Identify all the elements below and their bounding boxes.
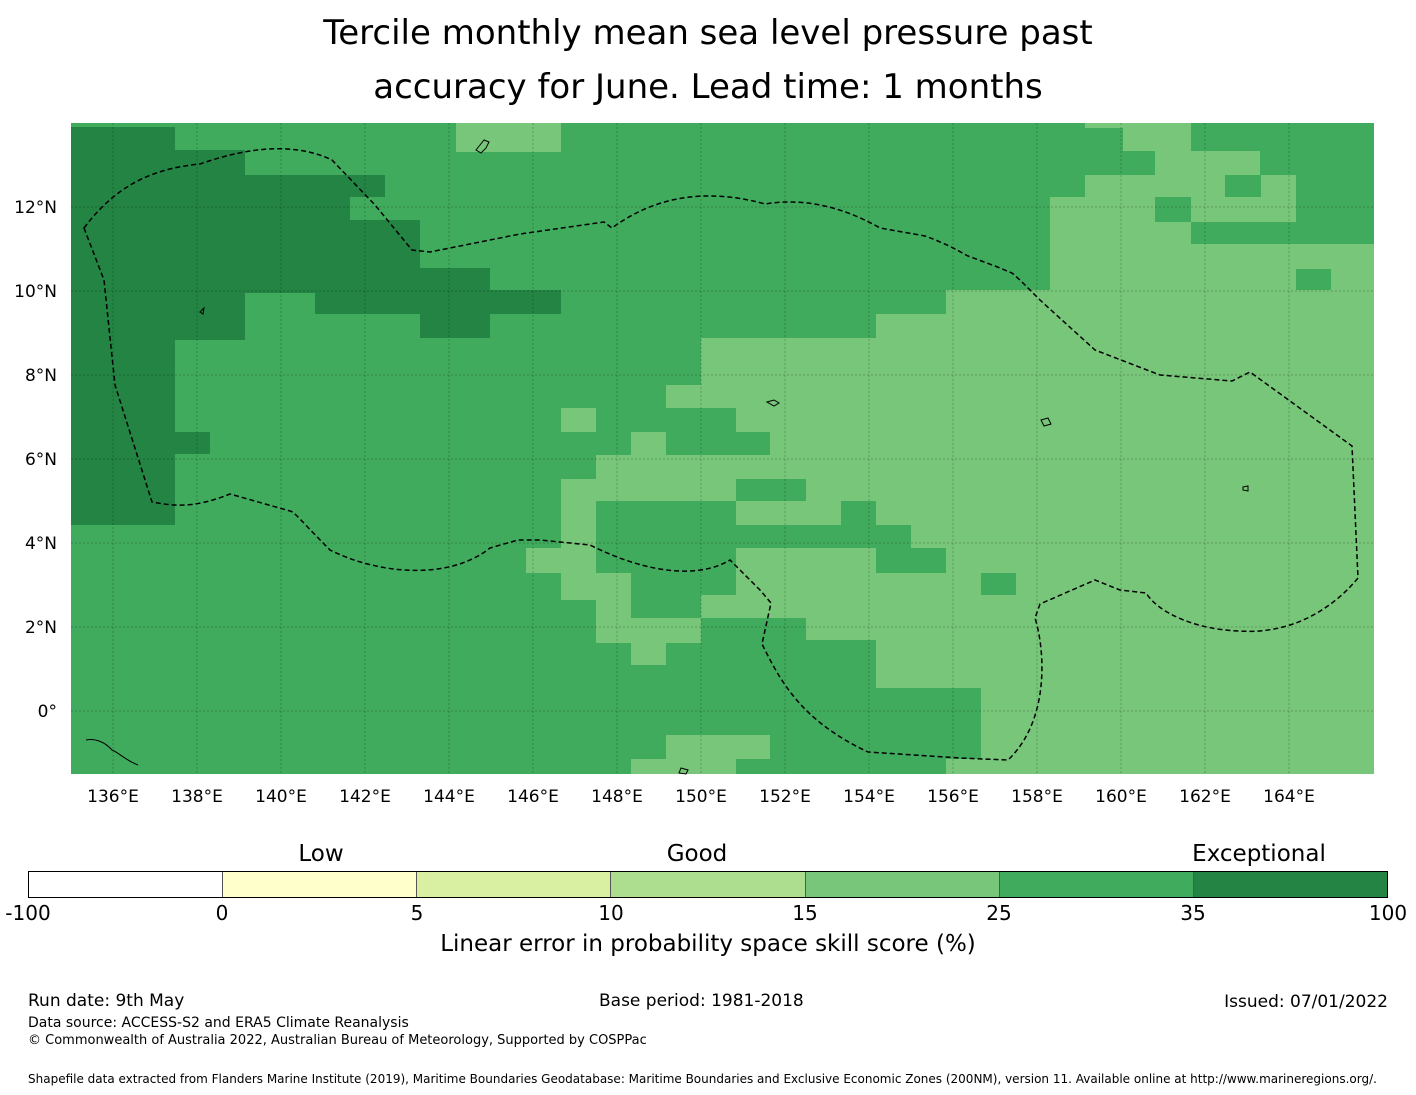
- colorbar-tick: 25: [986, 901, 1012, 925]
- lon-tick: 146°E: [507, 787, 559, 807]
- colorbar-tick: 0: [215, 901, 229, 925]
- colorbar-segment: [999, 872, 1194, 897]
- lat-tick: 0°: [38, 702, 57, 722]
- colorbar-tick: 15: [792, 901, 818, 925]
- region-highest-skill: [71, 127, 561, 525]
- region-moderate-skill: [456, 123, 1374, 774]
- island-papua-coast: [85, 739, 139, 766]
- lon-tick: 144°E: [423, 787, 475, 807]
- colorbar-word-good: Good: [666, 841, 728, 867]
- island-guam: [475, 139, 490, 154]
- colorbar-tick: 10: [598, 901, 624, 925]
- base-period: Base period: 1981-2018: [599, 991, 804, 1011]
- lon-tick: 140°E: [255, 787, 307, 807]
- title-line-1: Tercile monthly mean sea level pressure …: [323, 13, 1093, 53]
- colorbar-segment: [611, 872, 806, 897]
- region-skill-patches: [596, 479, 1016, 759]
- lon-tick: 148°E: [591, 787, 643, 807]
- island-kosrae: [1242, 485, 1249, 492]
- island-outlines: [85, 139, 1249, 775]
- lon-tick: 156°E: [927, 787, 979, 807]
- lon-tick: 138°E: [171, 787, 223, 807]
- island-yap: [199, 306, 205, 315]
- data-source: Data source: ACCESS-S2 and ERA5 Climate …: [28, 1015, 409, 1031]
- lat-tick-labels: 12°N 10°N 8°N 6°N 4°N 2°N 0°: [14, 198, 57, 722]
- lat-tick: 4°N: [25, 534, 57, 554]
- colorbar-tick: 5: [410, 901, 424, 925]
- lon-tick: 150°E: [675, 787, 727, 807]
- run-date: Run date: 9th May: [28, 991, 185, 1011]
- lon-tick: 160°E: [1095, 787, 1147, 807]
- island-atoll-south: [678, 767, 689, 775]
- issued-date: Issued: 07/01/2022: [1224, 992, 1388, 1012]
- colorbar-segment: [223, 872, 418, 897]
- skill-score-map: 136°E 138°E 140°E 142°E 144°E 146°E 148°…: [14, 123, 1374, 807]
- lon-tick: 164°E: [1263, 787, 1315, 807]
- island-pohnpei: [1040, 417, 1052, 427]
- colorbar-segment: [805, 872, 1000, 897]
- lat-tick: 10°N: [14, 282, 57, 302]
- map-title: Tercile monthly mean sea level pressure …: [0, 6, 1416, 114]
- colorbar-word-low: Low: [298, 841, 344, 867]
- copyright: © Commonwealth of Australia 2022, Austra…: [28, 1033, 647, 1048]
- colorbar-segment: [29, 872, 224, 897]
- lon-tick: 152°E: [759, 787, 811, 807]
- lat-tick: 8°N: [25, 366, 57, 386]
- lat-tick: 12°N: [14, 198, 57, 218]
- shapefile-credit: Shapefile data extracted from Flanders M…: [28, 1072, 1377, 1086]
- colorbar-tick: 100: [1368, 901, 1408, 925]
- lat-tick: 6°N: [25, 450, 57, 470]
- island-chuuk: [765, 399, 780, 407]
- colorbar-tick: -100: [5, 901, 51, 925]
- colorbar-label: Linear error in probability space skill …: [440, 931, 976, 957]
- colorbar-segment: [417, 872, 612, 897]
- lon-tick: 142°E: [339, 787, 391, 807]
- lon-tick: 162°E: [1179, 787, 1231, 807]
- lon-tick: 158°E: [1011, 787, 1063, 807]
- colorbar-word-exceptional: Exceptional: [1192, 841, 1326, 867]
- lat-tick: 2°N: [25, 618, 57, 638]
- lon-tick: 154°E: [843, 787, 895, 807]
- colorbar-tick: 35: [1180, 901, 1206, 925]
- lon-tick: 136°E: [87, 787, 139, 807]
- lon-tick-labels: 136°E 138°E 140°E 142°E 144°E 146°E 148°…: [87, 787, 1315, 807]
- title-line-2: accuracy for June. Lead time: 1 months: [373, 67, 1043, 107]
- colorbar-segment: [1193, 872, 1387, 897]
- colorbar: [28, 871, 1388, 898]
